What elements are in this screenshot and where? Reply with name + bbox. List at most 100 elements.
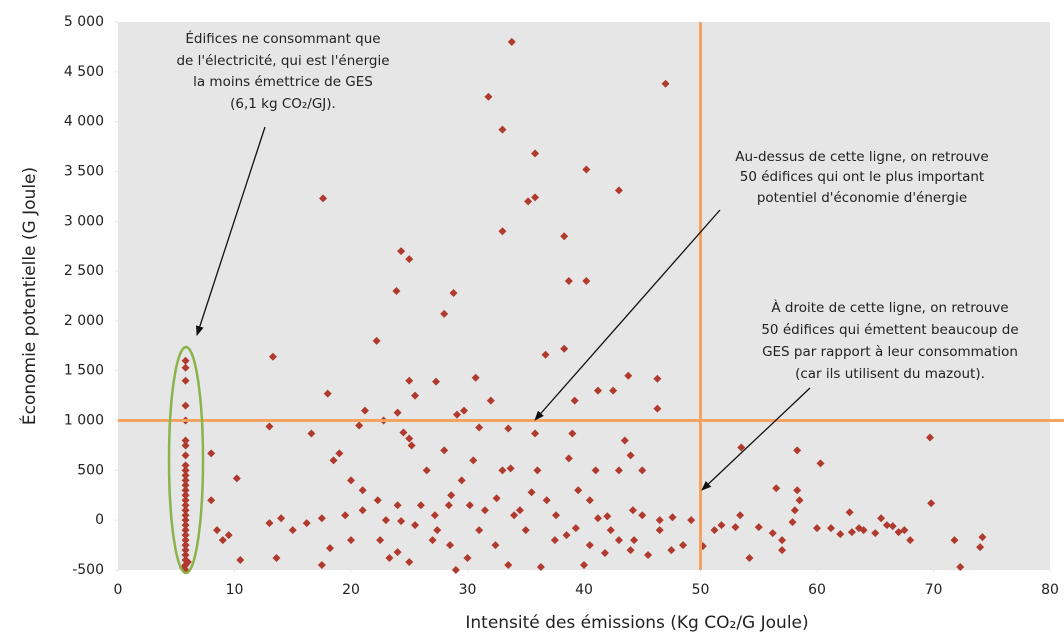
y-tick-label: 1 500 — [64, 363, 104, 379]
point — [778, 536, 787, 545]
point — [288, 526, 297, 535]
point — [307, 429, 316, 438]
point — [475, 423, 484, 432]
point — [638, 466, 647, 475]
highlight-ellipse — [167, 345, 205, 575]
annotation-arrow — [701, 387, 811, 491]
point — [440, 309, 449, 318]
point — [347, 536, 355, 545]
x-tick-label: 0 — [114, 582, 123, 598]
point — [355, 421, 364, 430]
point — [768, 529, 777, 538]
point — [484, 92, 493, 101]
point — [620, 436, 629, 445]
point — [372, 336, 381, 345]
annotation: 50 édifices qui émettent beaucoup de — [761, 322, 1018, 338]
point — [393, 501, 402, 510]
point — [416, 501, 425, 510]
point — [446, 541, 455, 550]
point — [433, 526, 442, 535]
point — [593, 514, 602, 523]
point — [661, 79, 670, 88]
point — [585, 496, 594, 505]
point — [440, 446, 449, 455]
point — [498, 466, 507, 475]
point — [778, 546, 787, 555]
y-tick-label: 2 500 — [64, 263, 104, 279]
point — [816, 459, 825, 468]
point — [335, 449, 344, 458]
point — [341, 511, 350, 520]
point — [531, 149, 540, 158]
point — [580, 561, 588, 570]
x-axis-title: Intensité des émissions (Kg CO₂/G Joule) — [465, 613, 808, 633]
point — [582, 277, 591, 286]
point — [871, 529, 880, 538]
point — [624, 371, 633, 380]
point — [432, 377, 441, 386]
point — [397, 517, 406, 526]
point — [181, 516, 190, 525]
point — [788, 518, 797, 527]
point — [606, 526, 615, 535]
point — [736, 511, 745, 520]
point — [492, 494, 501, 503]
point — [329, 456, 338, 465]
y-tick-label: 2 000 — [64, 313, 104, 329]
point — [218, 536, 227, 545]
point — [207, 496, 216, 505]
point — [181, 476, 190, 485]
point — [236, 556, 245, 565]
point — [524, 197, 533, 206]
point — [181, 466, 190, 475]
point — [385, 554, 394, 563]
point — [181, 486, 190, 495]
y-tick-label: 0 — [95, 512, 104, 528]
point — [317, 561, 326, 570]
y-tick-label: 4 500 — [64, 64, 104, 80]
point — [463, 554, 472, 563]
point — [510, 511, 519, 520]
point — [358, 486, 367, 495]
annotation: (6,1 kg CO₂/GJ). — [230, 96, 336, 112]
point — [181, 536, 190, 545]
point — [582, 165, 591, 174]
point — [319, 194, 328, 203]
annotation: 50 édifices qui ont le plus important — [740, 169, 984, 185]
point — [428, 536, 437, 545]
annotation: À droite de cette ligne, on retrouve — [771, 299, 1008, 316]
point — [614, 536, 623, 545]
point — [667, 546, 676, 555]
point — [405, 255, 414, 264]
x-tick-label: 60 — [808, 582, 826, 598]
point — [731, 523, 740, 532]
x-tick-label: 40 — [575, 582, 593, 598]
point — [550, 536, 559, 545]
annotation: la moins émettrice de GES — [193, 74, 373, 90]
point — [687, 516, 696, 525]
point — [521, 526, 530, 535]
point — [181, 531, 190, 540]
point — [888, 522, 897, 531]
point — [626, 546, 635, 555]
point — [793, 446, 802, 455]
point — [181, 461, 190, 470]
point — [630, 536, 639, 545]
x-tick-label: 70 — [925, 582, 943, 598]
point — [626, 451, 635, 460]
point — [393, 548, 402, 557]
point — [265, 422, 274, 431]
point — [181, 363, 190, 372]
point — [795, 496, 804, 505]
x-tick-label: 30 — [459, 582, 477, 598]
point — [552, 511, 561, 520]
point — [568, 429, 577, 438]
point — [405, 434, 414, 443]
point — [224, 531, 233, 540]
point — [475, 526, 484, 535]
point — [826, 524, 835, 533]
point — [603, 512, 612, 521]
point — [277, 514, 286, 523]
point — [564, 277, 573, 286]
point — [181, 521, 190, 530]
